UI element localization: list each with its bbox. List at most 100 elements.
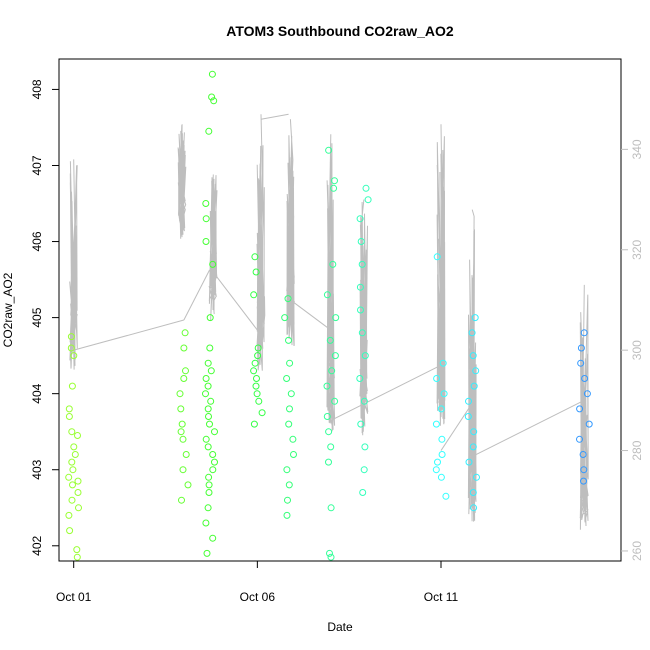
data-point — [359, 489, 367, 496]
plot-frame — [58, 58, 622, 562]
data-point — [290, 451, 297, 458]
data-point — [250, 291, 258, 299]
secondary-burst-2 — [208, 174, 218, 321]
data-point — [66, 527, 74, 535]
data-point — [205, 473, 213, 481]
y2-tick-label: 260 — [630, 541, 644, 561]
data-point — [209, 534, 217, 542]
data-point — [358, 260, 366, 268]
secondary-connector-2 — [211, 269, 258, 331]
data-point — [283, 511, 291, 519]
data-point — [202, 215, 210, 223]
data-point — [433, 375, 441, 382]
data-point — [437, 473, 445, 481]
data-point — [205, 489, 213, 496]
secondary-burst-0 — [69, 159, 78, 370]
data-point — [361, 352, 369, 360]
data-point — [208, 70, 216, 78]
data-point — [68, 382, 76, 390]
data-point — [326, 549, 333, 557]
data-point — [285, 481, 293, 489]
data-point — [470, 382, 478, 390]
data-point — [284, 496, 291, 504]
secondary-connector-1 — [183, 269, 211, 321]
data-point — [202, 375, 210, 382]
data-point — [74, 432, 81, 439]
data-point — [328, 367, 336, 375]
scatter-points — [65, 70, 593, 561]
data-point — [70, 352, 78, 360]
data-point — [286, 405, 293, 413]
data-point — [205, 127, 213, 135]
data-point — [67, 333, 75, 341]
data-point — [580, 466, 588, 474]
data-point — [184, 481, 192, 489]
data-point — [585, 420, 593, 428]
data-point — [254, 352, 262, 360]
x-tick-label: Oct 11 — [424, 590, 459, 604]
data-point — [437, 405, 445, 413]
data-point — [74, 489, 82, 496]
y2-tick-label: 300 — [630, 340, 644, 360]
data-point — [71, 451, 79, 458]
data-point — [580, 477, 587, 485]
data-point — [361, 443, 369, 451]
data-point — [438, 435, 446, 443]
secondary-burst-5 — [326, 134, 336, 432]
data-point — [202, 238, 210, 245]
data-point — [358, 329, 366, 337]
data-point — [205, 481, 213, 489]
data-point — [323, 413, 331, 420]
data-point — [177, 428, 185, 436]
data-point — [357, 306, 364, 314]
data-point — [327, 443, 335, 451]
y-axis-right: 260 280 300 320 340 — [621, 139, 644, 561]
y2-tick-label: 280 — [630, 440, 644, 460]
data-point — [73, 553, 81, 561]
y-tick-label: 404 — [30, 383, 44, 403]
data-point — [327, 504, 335, 512]
data-point — [203, 549, 211, 557]
data-point — [465, 458, 473, 466]
data-point — [284, 295, 292, 303]
secondary-burst-3 — [256, 114, 266, 371]
data-point — [579, 451, 587, 458]
data-point — [577, 344, 585, 352]
data-point — [258, 409, 266, 417]
data-point — [331, 352, 339, 360]
data-point — [209, 260, 217, 268]
data-point — [580, 329, 588, 337]
data-point — [205, 413, 212, 420]
data-point — [177, 405, 185, 413]
data-point — [326, 336, 334, 344]
data-point — [253, 375, 260, 382]
y-axis-label: CO2raw_AO2 — [1, 272, 15, 347]
data-point — [65, 473, 73, 481]
data-point — [65, 413, 73, 420]
data-point — [250, 420, 258, 428]
data-point — [202, 435, 210, 443]
secondary-connector-0 — [73, 319, 185, 351]
data-point — [180, 375, 188, 382]
data-point — [468, 329, 476, 337]
secondary-connector-4 — [290, 299, 332, 331]
data-point — [204, 405, 212, 413]
data-point — [281, 314, 289, 322]
x-tick-label: Oct 06 — [240, 590, 276, 604]
data-point — [356, 375, 364, 382]
secondary-burst-6 — [359, 199, 369, 436]
data-point — [204, 382, 212, 390]
data-point — [250, 367, 258, 375]
data-point — [576, 435, 583, 443]
secondary-burst-8 — [467, 209, 477, 522]
data-point — [74, 477, 82, 485]
data-point — [181, 329, 189, 337]
y-tick-label: 407 — [30, 155, 44, 175]
data-point — [360, 397, 368, 405]
data-point — [211, 458, 218, 466]
data-point — [68, 458, 76, 466]
data-point — [251, 359, 259, 367]
data-point — [473, 473, 480, 481]
data-point — [323, 382, 331, 390]
secondary-connector-5 — [330, 364, 442, 421]
